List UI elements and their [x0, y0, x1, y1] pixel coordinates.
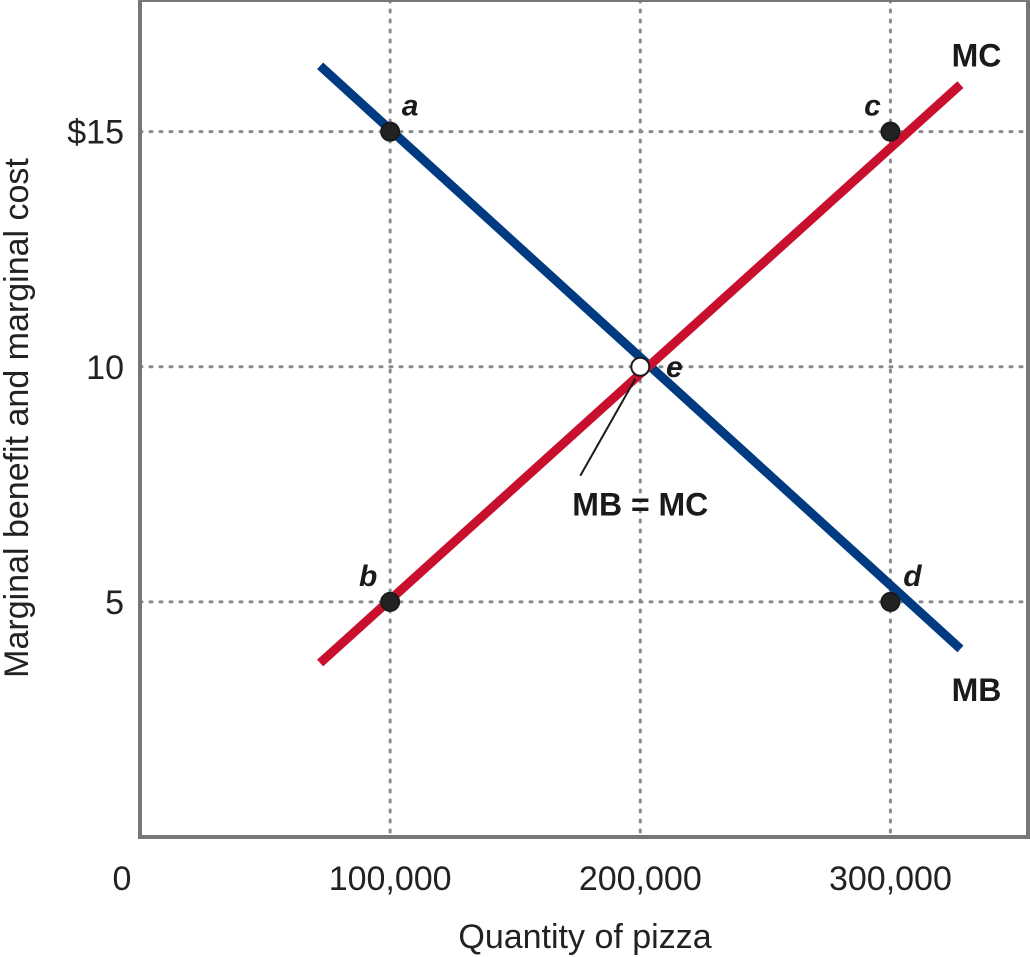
point-label-e: e [666, 351, 683, 384]
annotations: MB = MC [572, 378, 708, 523]
point-label-b: b [359, 560, 377, 593]
point-label-a: a [402, 90, 419, 123]
x-axis-title: Quantity of pizza [458, 918, 711, 956]
series-lines: MB MC [317, 38, 1002, 708]
series-label-mb: MB [952, 672, 1002, 708]
y-tick-label-10: 10 [86, 349, 124, 387]
point-e [630, 356, 651, 377]
tick-labels: 0 100,000 200,000 300,000 5 10 $15 [67, 114, 952, 898]
series-label-mc: MC [952, 38, 1002, 74]
annotation-label-0: MB = MC [572, 487, 708, 523]
point-a [380, 121, 401, 142]
x-tick-label-200000: 200,000 [579, 860, 702, 898]
point-d [880, 591, 901, 612]
point-c [880, 121, 901, 142]
x-tick-label-0: 0 [113, 860, 132, 898]
data-points: a b c d e [359, 90, 922, 612]
y-axis-title: Marginal benefit and marginal cost [0, 158, 36, 678]
annotation-leader-0 [579, 378, 637, 477]
y-tick-label-15: $15 [67, 114, 124, 152]
point-b [380, 591, 401, 612]
x-tick-label-300000: 300,000 [829, 860, 952, 898]
x-tick-label-100000: 100,000 [329, 860, 452, 898]
y-tick-label-5: 5 [105, 584, 124, 622]
point-label-d: d [903, 560, 922, 593]
point-label-c: c [864, 90, 881, 123]
plot-frame [138, 0, 1030, 839]
